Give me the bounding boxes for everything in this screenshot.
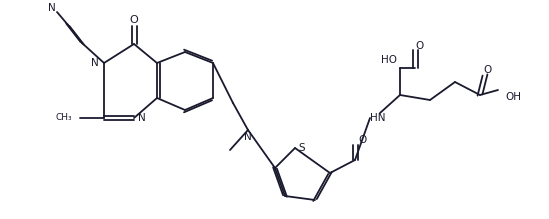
Text: O: O — [130, 15, 138, 25]
Text: N: N — [48, 3, 56, 13]
Text: HN: HN — [370, 113, 385, 123]
Text: N: N — [91, 58, 99, 68]
Text: O: O — [416, 41, 424, 51]
Text: HO: HO — [381, 55, 397, 65]
Text: O: O — [484, 65, 492, 75]
Text: S: S — [298, 143, 305, 153]
Text: CH₃: CH₃ — [55, 113, 72, 122]
Text: N: N — [138, 113, 145, 123]
Text: O: O — [358, 135, 366, 145]
Text: N: N — [244, 132, 252, 142]
Text: OH: OH — [505, 92, 521, 102]
